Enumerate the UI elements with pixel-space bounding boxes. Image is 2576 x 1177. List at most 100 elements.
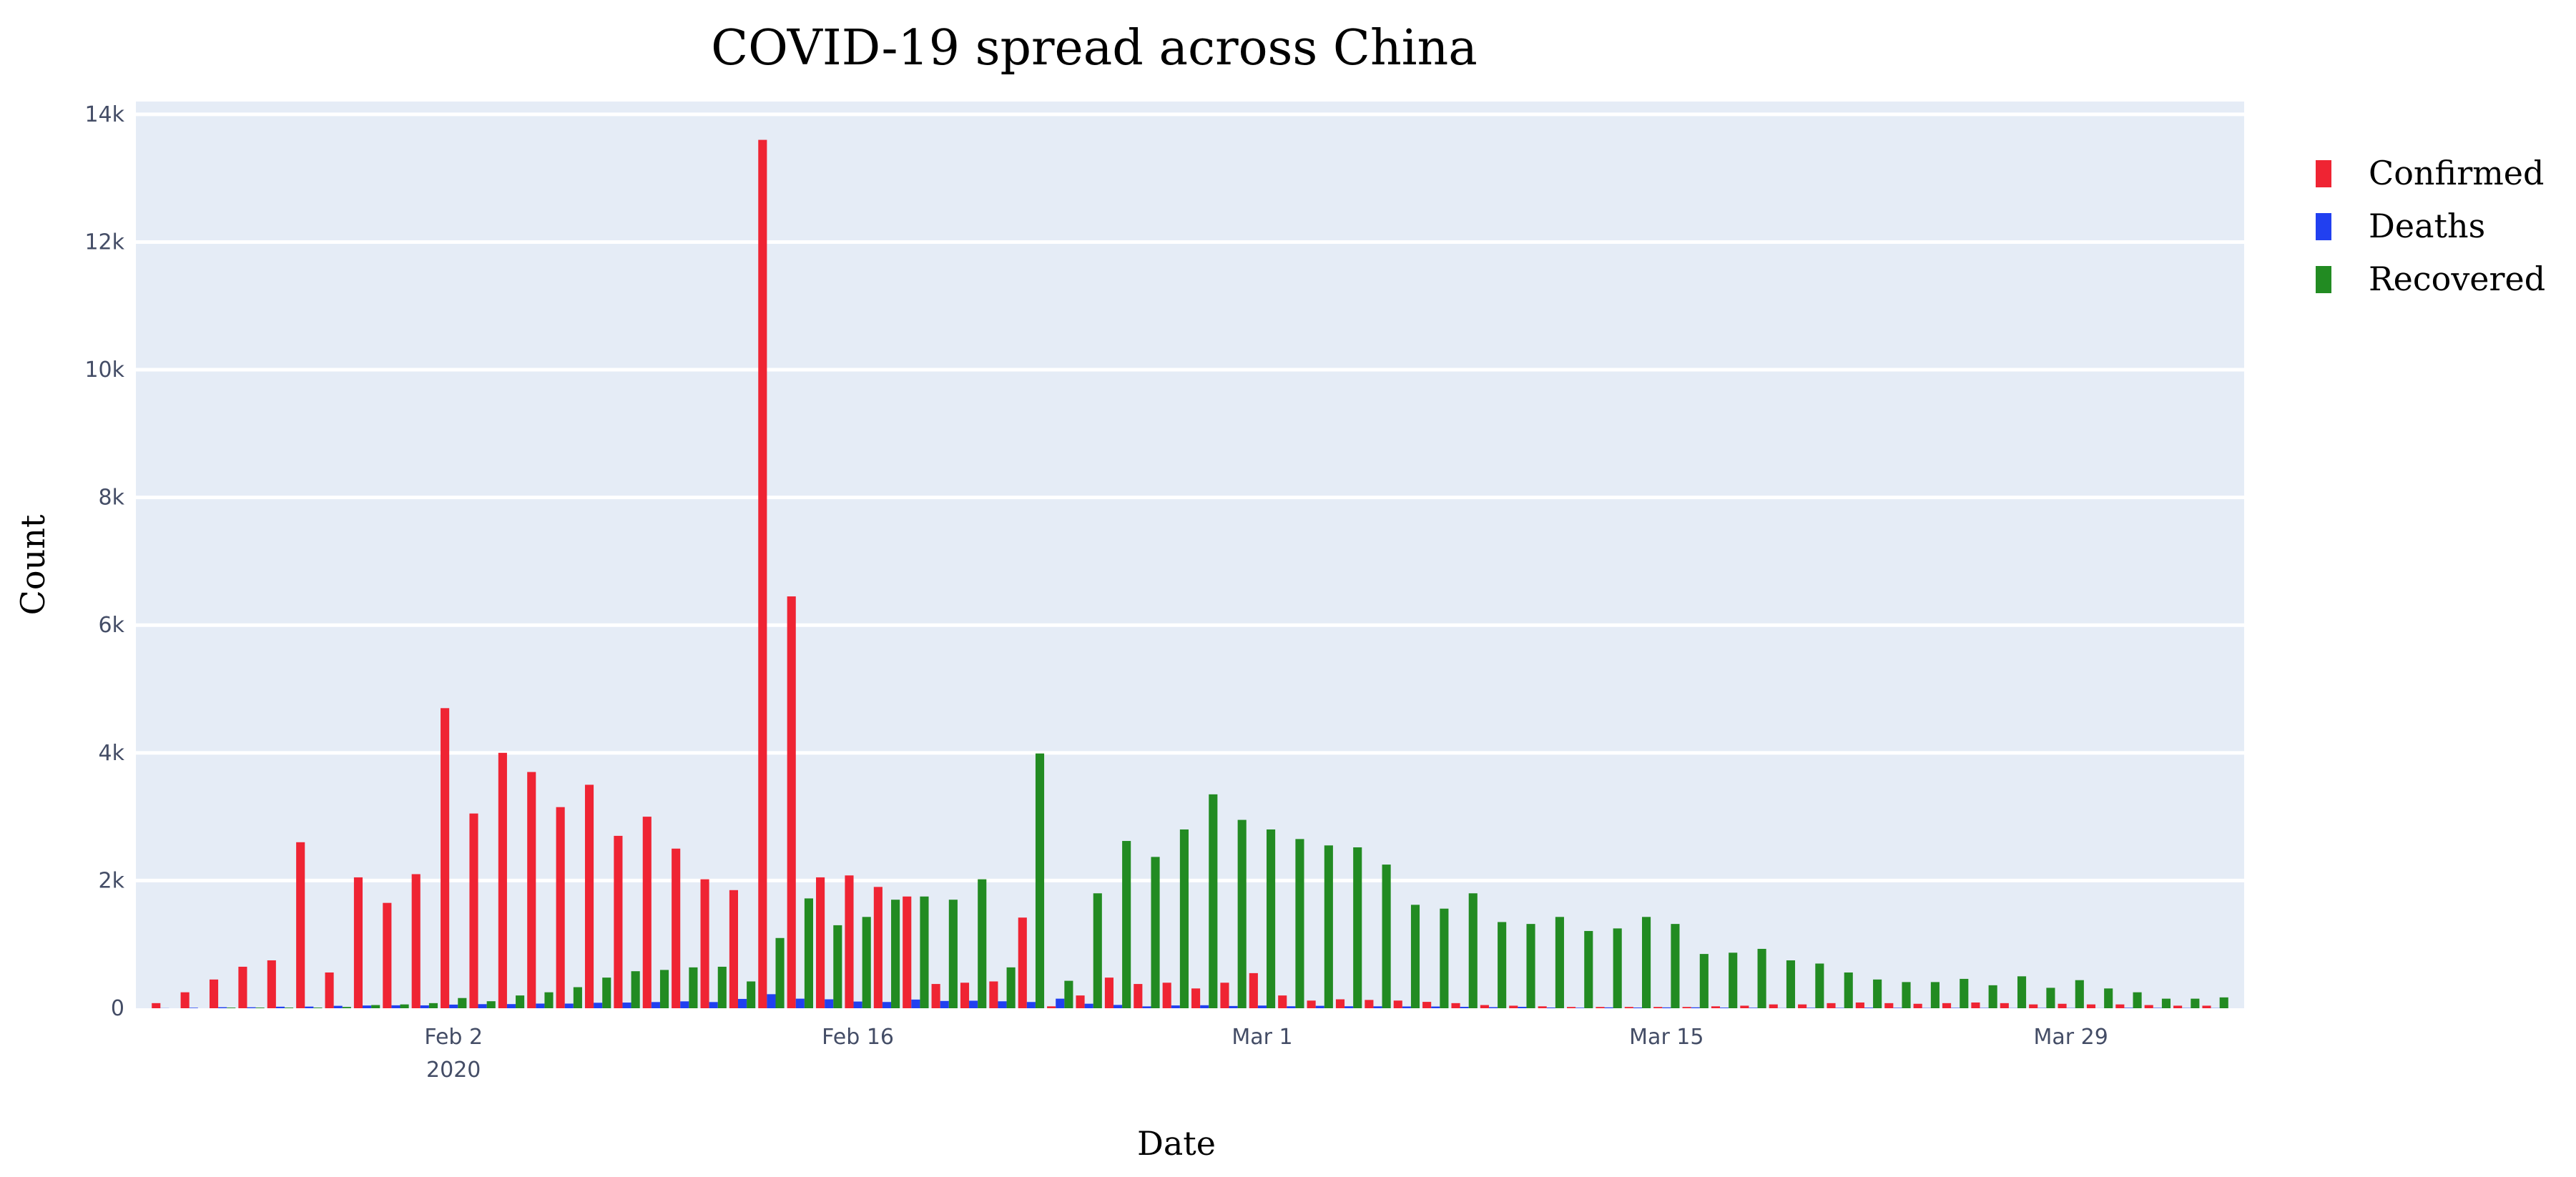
bar-recovered <box>371 1005 380 1008</box>
bar-confirmed <box>1942 1003 1952 1008</box>
legend-swatch-deaths <box>2316 213 2331 240</box>
bar-deaths <box>1113 1005 1123 1008</box>
bar-confirmed <box>903 896 912 1008</box>
plot-area <box>136 102 2244 1008</box>
bar-deaths <box>363 1005 372 1008</box>
bar-recovered <box>400 1004 409 1008</box>
gridlines <box>136 112 2244 882</box>
bar-confirmed <box>498 752 507 1008</box>
bar-deaths <box>1171 1005 1180 1008</box>
y-axis-ticks: 0 2k 4k 6k 8k 10k 12k 14k <box>84 102 124 1021</box>
x-tick-label: Feb 2 <box>424 1025 483 1050</box>
bar-recovered <box>1035 753 1045 1008</box>
bar-recovered <box>1844 972 1853 1008</box>
bar-deaths <box>594 1003 603 1008</box>
bar-deaths <box>1056 998 1065 1008</box>
bar-confirmed <box>1018 917 1027 1008</box>
bar-confirmed <box>816 877 825 1008</box>
bar-recovered <box>1613 928 1622 1008</box>
bar-deaths <box>998 1001 1007 1008</box>
bar-confirmed <box>1798 1004 1807 1008</box>
bar-recovered <box>1093 893 1102 1008</box>
bar-recovered <box>1526 924 1535 1008</box>
bar-confirmed <box>2058 1003 2067 1008</box>
bar-deaths <box>1200 1005 1209 1008</box>
bar-deaths <box>305 1006 314 1008</box>
bar-recovered <box>717 966 727 1008</box>
bar-confirmed <box>1855 1002 1864 1008</box>
bar-confirmed <box>1047 1006 1056 1008</box>
bar-deaths <box>622 1003 631 1008</box>
bar-confirmed <box>1884 1003 1894 1008</box>
bar-recovered <box>458 998 467 1008</box>
bar-recovered <box>920 896 929 1008</box>
bar-deaths <box>536 1003 545 1008</box>
bar-deaths <box>795 998 805 1008</box>
bar-confirmed <box>353 877 363 1008</box>
bar-recovered <box>602 977 611 1008</box>
bar-deaths <box>969 1000 978 1008</box>
bar-deaths <box>420 1005 429 1008</box>
y-tick-label: 14k <box>84 102 124 127</box>
bar-confirmed <box>1422 1002 1432 1008</box>
legend-swatch-confirmed <box>2316 160 2331 187</box>
bar-recovered <box>1584 930 1593 1008</box>
bar-deaths <box>506 1004 516 1008</box>
bar-confirmed <box>1567 1007 1576 1008</box>
bar-recovered <box>1815 963 1824 1008</box>
bar-confirmed <box>1624 1007 1633 1008</box>
bar-recovered <box>804 898 813 1008</box>
bar-deaths <box>478 1004 487 1008</box>
bar-confirmed <box>556 807 565 1008</box>
x-tick-label: Feb 16 <box>822 1025 894 1050</box>
bar-recovered <box>2075 980 2084 1008</box>
bar-confirmed <box>2115 1004 2125 1008</box>
bar-confirmed <box>1913 1003 1922 1008</box>
bar-deaths <box>1373 1006 1382 1008</box>
bar-deaths <box>1142 1006 1151 1008</box>
bar-recovered <box>1930 982 1940 1008</box>
bar-confirmed <box>2202 1005 2211 1008</box>
bar-recovered <box>2017 976 2027 1008</box>
y-tick-label: 12k <box>84 230 124 255</box>
bar-recovered <box>544 992 554 1008</box>
bar-recovered <box>1671 924 1680 1008</box>
bar-deaths <box>853 1001 862 1008</box>
x-tick-label: Mar 15 <box>1629 1025 1704 1050</box>
bar-recovered <box>689 967 698 1008</box>
bar-confirmed <box>296 842 305 1008</box>
y-tick-label: 8k <box>99 486 125 511</box>
bar-deaths <box>1229 1005 1238 1008</box>
bar-confirmed <box>873 887 883 1008</box>
bar-confirmed <box>1596 1007 1605 1008</box>
bar-deaths <box>1402 1006 1411 1008</box>
bar-recovered <box>1295 839 1304 1008</box>
bar-deaths <box>737 998 747 1008</box>
bar-confirmed <box>845 875 854 1008</box>
bar-recovered <box>1902 982 1911 1008</box>
bar-deaths <box>825 999 834 1008</box>
bar-recovered <box>775 937 785 1008</box>
bar-confirmed <box>960 983 970 1008</box>
bar-recovered <box>1960 978 1969 1008</box>
bar-confirmed <box>989 981 998 1008</box>
bar-confirmed <box>1278 995 1287 1008</box>
bar-deaths <box>767 994 776 1008</box>
y-axis-title: Count <box>14 514 52 615</box>
bar-confirmed <box>700 879 709 1008</box>
bar-confirmed <box>1104 977 1114 1008</box>
bar-deaths <box>911 999 920 1008</box>
bar-confirmed <box>238 966 247 1008</box>
bar-deaths <box>391 1005 400 1008</box>
bar-confirmed <box>672 848 681 1008</box>
bar-confirmed <box>441 708 450 1008</box>
bar-confirmed <box>1538 1006 1547 1008</box>
x-axis-ticks: Feb 2 2020 Feb 16 Mar 1 Mar 15 Mar 29 <box>424 1025 2108 1083</box>
bar-recovered <box>891 900 900 1008</box>
bar-confirmed <box>267 960 276 1008</box>
bar-recovered <box>1873 979 1882 1008</box>
bar-confirmed <box>2029 1004 2038 1008</box>
bar-confirmed <box>1682 1007 1691 1008</box>
bar-confirmed <box>642 817 652 1008</box>
